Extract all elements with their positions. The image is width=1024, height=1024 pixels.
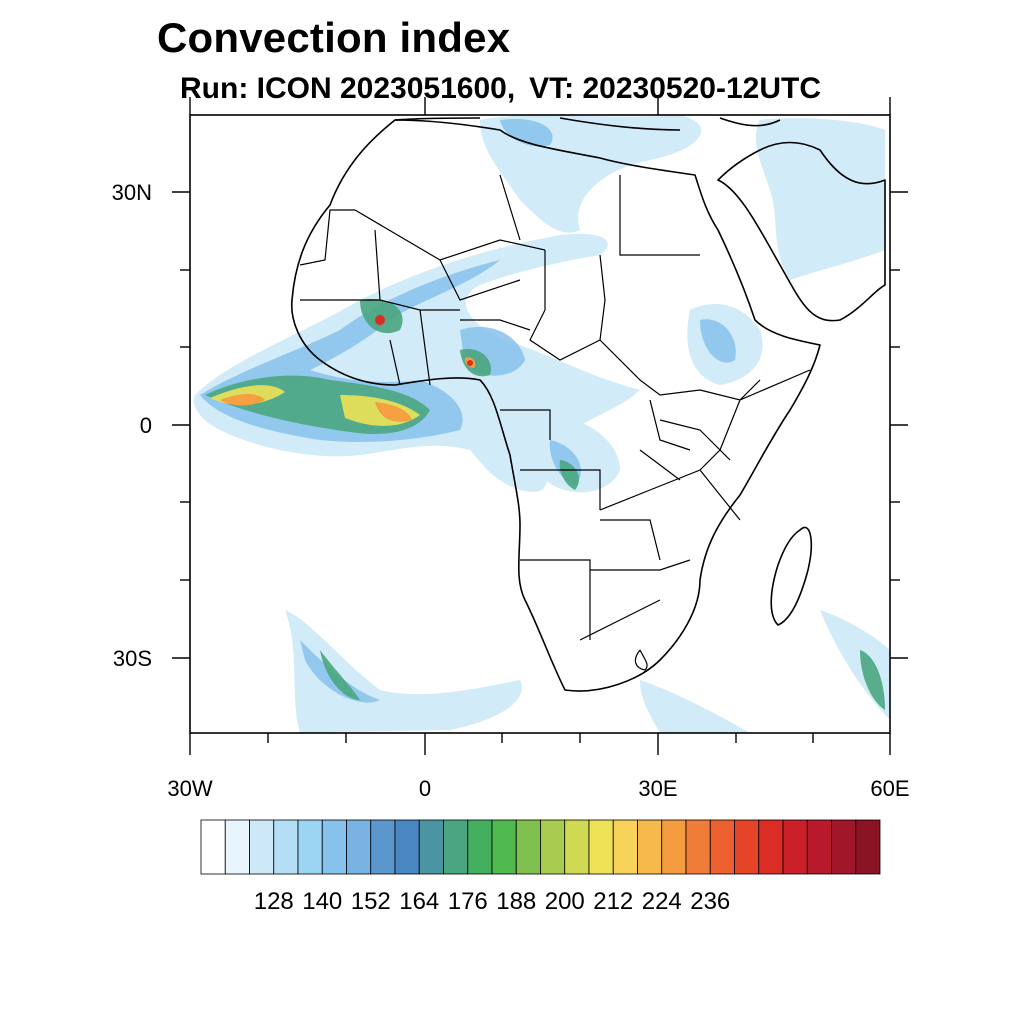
colorbar-swatch bbox=[540, 819, 566, 875]
subtitle: Run: ICON 2023051600, VT: 20230520-12UTC bbox=[180, 72, 821, 106]
colorbar-tick-label: 140 bbox=[302, 888, 343, 915]
convection-area-southeast bbox=[640, 680, 750, 733]
colorbar-swatch bbox=[588, 819, 614, 875]
colorbar-swatch bbox=[758, 819, 784, 875]
colorbar-tick-label: 212 bbox=[593, 888, 634, 915]
convection-area-south-atlantic bbox=[285, 610, 522, 733]
colorbar-swatch bbox=[661, 819, 687, 875]
colorbar-tick-label: 152 bbox=[350, 888, 391, 915]
africa-coastline bbox=[290, 119, 821, 692]
colorbar-tick-label: 200 bbox=[544, 888, 585, 915]
colorbar-swatch bbox=[685, 819, 711, 875]
lon-label-30e: 30E bbox=[638, 776, 678, 801]
page-title: Convection index bbox=[157, 14, 511, 61]
colorbar-tick-label: 164 bbox=[399, 888, 440, 915]
lat-label-30n: 30N bbox=[111, 180, 152, 205]
colorbar-swatch bbox=[612, 819, 638, 875]
colorbar-swatch bbox=[443, 819, 469, 875]
colorbar-swatch bbox=[564, 819, 590, 875]
colorbar-tick-label: 224 bbox=[641, 888, 682, 915]
convection-area-central-africa bbox=[533, 418, 620, 493]
arabia-coastline bbox=[717, 141, 886, 322]
colorbar-swatch bbox=[297, 819, 323, 875]
colorbar-swatch bbox=[394, 819, 420, 875]
colorbar-swatch bbox=[709, 819, 735, 875]
colorbar-swatch bbox=[491, 819, 517, 875]
madagascar bbox=[770, 526, 813, 626]
lon-label-30w: 30W bbox=[167, 776, 213, 801]
colorbar-tick-label: 236 bbox=[690, 888, 731, 915]
colorbar bbox=[200, 819, 881, 875]
colorbar-swatch bbox=[200, 819, 226, 875]
colorbar-tick-label: 128 bbox=[253, 888, 294, 915]
colorbar-swatch bbox=[418, 819, 444, 875]
colorbar-tick-label: 176 bbox=[447, 888, 488, 915]
colorbar-swatch bbox=[273, 819, 299, 875]
lon-label-60e: 60E bbox=[870, 776, 910, 801]
colorbar-swatch bbox=[806, 819, 832, 875]
colorbar-swatch bbox=[321, 819, 347, 875]
colorbar-swatch bbox=[855, 819, 881, 875]
colorbar-swatch bbox=[467, 819, 493, 875]
colorbar-tick-label: 188 bbox=[496, 888, 537, 915]
colorbar-swatch bbox=[515, 819, 541, 875]
colorbar-swatch bbox=[224, 819, 250, 875]
colorbar-swatch bbox=[831, 819, 857, 875]
colorbar-swatch bbox=[782, 819, 808, 875]
colorbar-swatch bbox=[370, 819, 396, 875]
colorbar-swatch bbox=[346, 819, 372, 875]
lat-label-30s: 30S bbox=[112, 646, 152, 671]
axis-ticks bbox=[172, 97, 908, 755]
europe-coast bbox=[394, 117, 781, 131]
colorbar-swatch bbox=[249, 819, 275, 875]
valid-time-label: VT: 20230520-12UTC bbox=[529, 72, 821, 105]
map-frame bbox=[189, 114, 891, 734]
colorbar-swatch bbox=[637, 819, 663, 875]
colorbar-swatch bbox=[734, 819, 760, 875]
lat-label-0: 0 bbox=[139, 413, 152, 438]
convection-field bbox=[193, 115, 890, 733]
run-label: Run: ICON 2023051600, bbox=[180, 72, 516, 105]
coastlines bbox=[290, 117, 886, 692]
convection-area-arabia bbox=[755, 118, 885, 280]
lon-label-0: 0 bbox=[418, 776, 432, 801]
country-borders bbox=[299, 174, 811, 671]
